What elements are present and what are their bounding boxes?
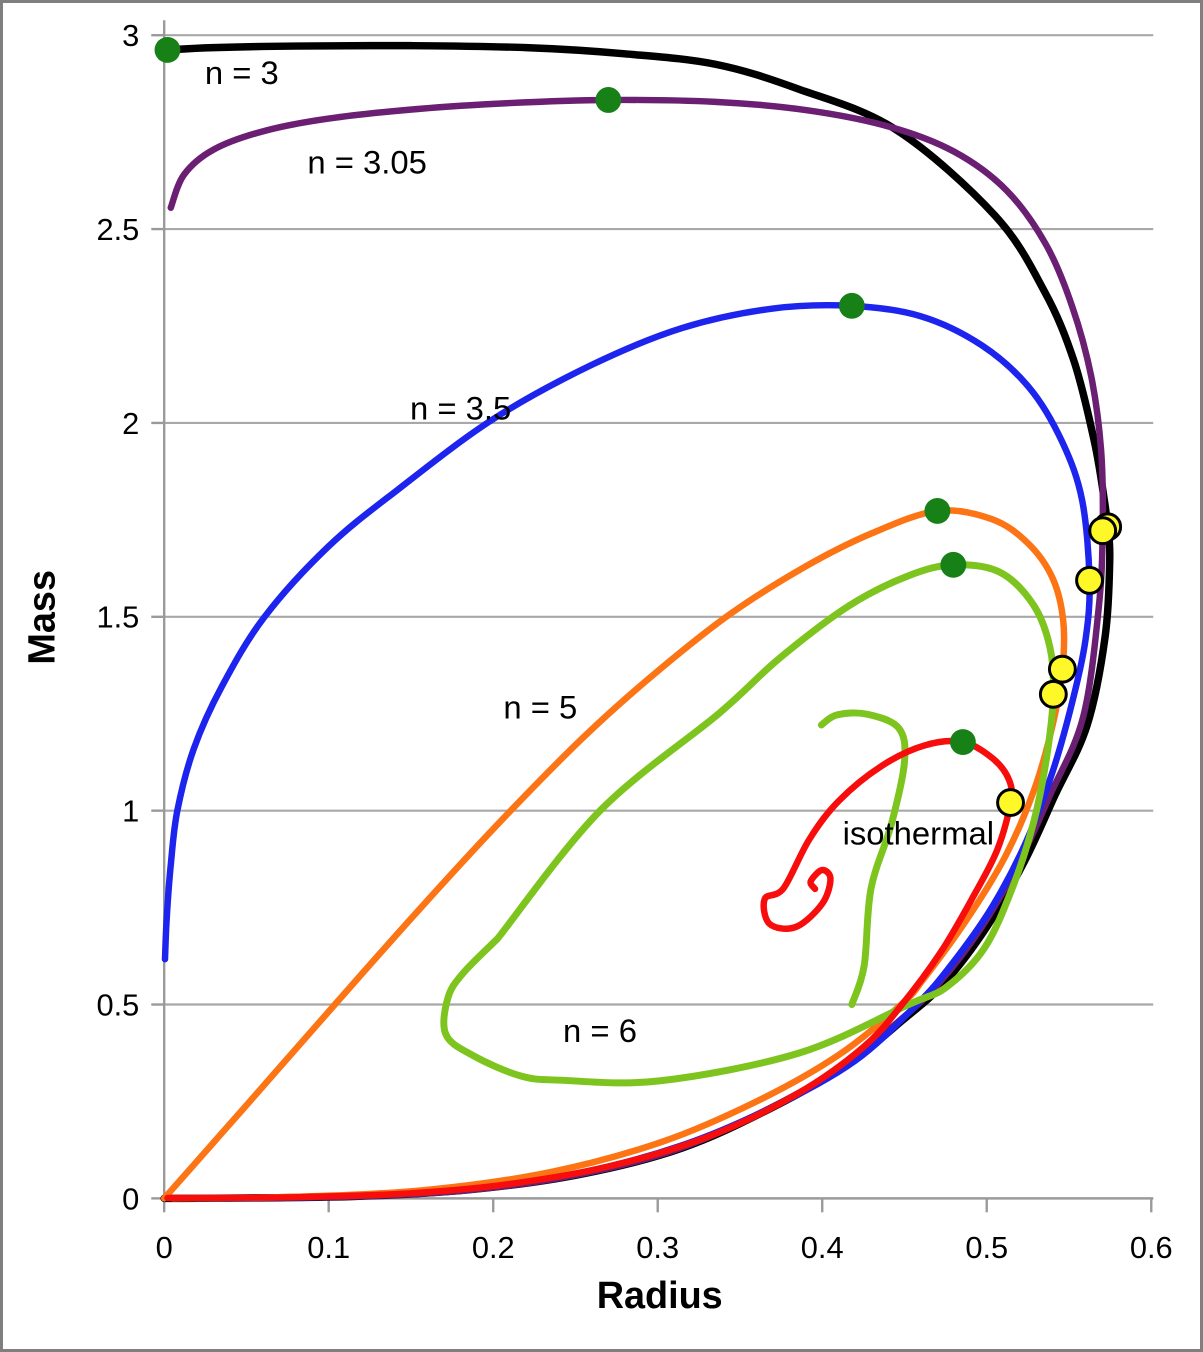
y-tick-label-1: 1	[122, 794, 139, 829]
curve-label-n-3: n = 3	[205, 54, 279, 91]
y-tick-label-3: 3	[122, 18, 139, 53]
curve-label-n-5: n = 5	[503, 689, 577, 726]
critical-dot-n-5	[1047, 654, 1077, 684]
critical-dot-n-6	[1038, 679, 1068, 709]
x-tick-label-0.1: 0.1	[307, 1230, 350, 1265]
max-mass-dot-n-3.5	[838, 292, 865, 319]
max-mass-dot-n-6	[940, 551, 967, 578]
max-mass-dot-isothermal	[949, 729, 976, 756]
max-mass-dot-n-3	[154, 37, 181, 63]
x-tick-label-0.4: 0.4	[801, 1230, 844, 1265]
max-mass-dot-n-3.05	[595, 87, 622, 113]
curves	[160, 41, 1114, 1203]
x-tick-label-0.3: 0.3	[636, 1230, 679, 1265]
critical-dot-isothermal	[996, 788, 1025, 817]
curve-n-3	[160, 41, 1114, 1203]
gridlines	[164, 34, 1154, 1200]
curve-n-3-5	[161, 301, 1093, 1202]
critical-dot-n-3.5	[1075, 565, 1104, 595]
curve-label-n-3.5: n = 3.5	[410, 389, 511, 426]
curve-label-n-6: n = 6	[563, 1012, 637, 1049]
curve-n-6-seg2	[817, 709, 909, 1009]
curve-n-6-seg1	[440, 561, 1058, 1087]
curve-n-5	[160, 507, 1068, 1202]
curve-label-isothermal: isothermal	[843, 814, 994, 851]
y-tick-label-0.5: 0.5	[96, 987, 139, 1022]
y-tick-label-2: 2	[122, 406, 139, 441]
x-axis-title: Radius	[597, 1275, 723, 1317]
curve-labels: n = 3 n = 3.05 n = 3.5 n = 5 n = 6 isothermal	[205, 54, 994, 1049]
tick-labels: 0 0.5 1 1.5 2 2.5 3 0 0.1 0.2 0.3 0.4 0.5 0.6	[96, 18, 1172, 1265]
critical-dot-n-3.05	[1088, 516, 1118, 546]
y-tick-label-2.5: 2.5	[96, 212, 139, 247]
x-tick-label-0.2: 0.2	[472, 1230, 515, 1265]
y-tick-label-1.5: 1.5	[96, 600, 139, 635]
y-axis-title: Mass	[22, 570, 64, 665]
max-mass-dot-n-5	[924, 497, 951, 524]
x-tick-label-0: 0	[156, 1230, 173, 1265]
curve-label-n-3.05: n = 3.05	[307, 144, 427, 181]
curve-isothermal	[164, 737, 1015, 1202]
x-tick-label-0.6: 0.6	[1130, 1230, 1173, 1265]
y-tick-label-0: 0	[122, 1181, 139, 1216]
x-tick-label-0.5: 0.5	[965, 1230, 1008, 1265]
mass-radius-chart: n = 3 n = 3.05 n = 3.5 n = 5 n = 6 isothermal…	[22, 18, 1173, 1317]
data-point-markers	[154, 37, 1123, 817]
